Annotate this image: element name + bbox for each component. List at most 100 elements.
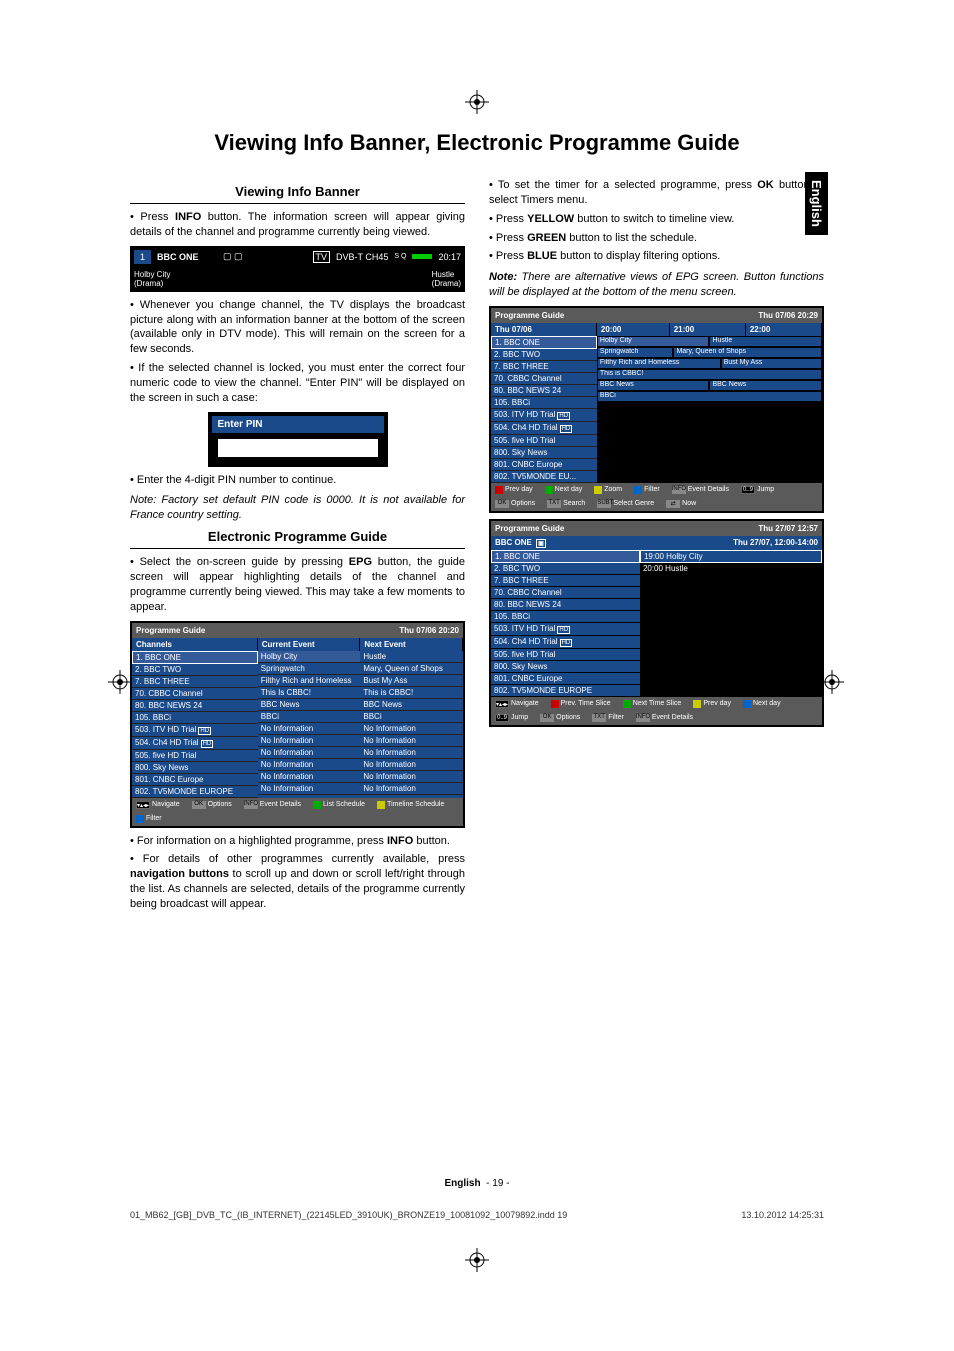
epg2-timeline-row [597,413,822,424]
epg1-current-cell: Holby City [258,651,361,663]
epg1-current-cell: This Is CBBC! [258,687,361,699]
epg3-row: 70. CBBC Channel [491,587,822,599]
epg2-timeline-row: This is CBBC! [597,369,822,380]
epg3-row: 505. five HD Trial [491,649,822,661]
epg2-timeline-row [597,435,822,446]
epg1-footer: ▾▴◂▸Navigate OKOptions INFOEvent Details… [132,798,463,826]
epg3-top-range: Thu 27/07, 12:00-14:00 [733,538,818,548]
banner-time: 20:17 [438,252,461,262]
note-alternative-views: Note: There are alternative views of EPG… [489,270,824,300]
epg1-current-cell: Filthy Rich and Homeless [258,675,361,687]
epg2-timeline-row: BBC NewsBBC News [597,380,822,391]
epg1-next-cell: No Information [360,723,463,735]
epg-schedule-view: Programme Guide Thu 27/07 12:57 BBC ONE … [489,519,824,727]
epg2-timeline-cell: Mary, Queen of Shops [673,347,822,358]
epg2-timeline-cell: BBCi [597,391,822,402]
epg-list-view: Programme Guide Thu 07/06 20:20 Channels… [130,621,465,828]
para-change-channel: Whenever you change channel, the TV disp… [130,298,465,357]
banner-signal: DVB-T CH45 [336,252,388,262]
epg1-col-next: Next Event [360,638,463,651]
banner-tv-icon: TV [313,251,331,263]
banner-sq: S Q [394,253,406,260]
para-nav-buttons: For details of other programmes currentl… [130,852,465,911]
epg1-channel-row: 105. BBCi [132,712,258,724]
epg-timeline-view: Programme Guide Thu 07/06 20:29 Thu 07/0… [489,306,824,513]
para-info-button: Press INFO button. The information scree… [130,210,465,240]
epg2-title: Programme Guide [495,311,564,320]
epg1-next-cell: Bust My Ass [360,675,463,687]
epg2-channel-row: 801. CNBC Europe [491,459,597,471]
para-yellow: Press YELLOW button to switch to timelin… [489,212,824,227]
epg1-col-channels: Channels [132,638,258,651]
epg3-top-channel: BBC ONE ▣ [495,538,546,548]
registration-mark-bottom [465,1248,489,1272]
epg1-channel-row: 70. CBBC Channel [132,688,258,700]
epg3-row: 2. BBC TWO20:00 Hustle [491,563,822,575]
epg2-timeline-cell: Bust My Ass [721,358,822,369]
epg2-timeline-row: Filthy Rich and HomelessBust My Ass [597,358,822,369]
pin-title: Enter PIN [212,416,384,433]
epg1-current-cell: Springwatch [258,663,361,675]
epg1-current-cell: No Information [258,723,361,735]
registration-mark-top [465,90,489,114]
epg2-channel-row: 1. BBC ONE [491,336,597,349]
epg1-current-cell: BBCi [258,711,361,723]
epg1-current-cell: No Information [258,735,361,747]
epg1-channel-row: 503. ITV HD TrialHD [132,724,258,737]
epg2-channel-row: 2. BBC TWO [491,349,597,361]
epg3-row: 801. CNBC Europe [491,673,822,685]
epg2-channel-row: 503. ITV HD TrialHD [491,409,597,422]
page-footer: English - 19 - [130,1178,824,1189]
enter-pin-graphic: Enter PIN [208,412,388,467]
epg3-title: Programme Guide [495,524,564,533]
epg1-current-cell: No Information [258,759,361,771]
epg3-row: 504. Ch4 HD TrialHD [491,636,822,649]
banner-now-genre: (Drama) [134,279,170,288]
epg2-timeline-row [597,424,822,435]
epg3-row: 800. Sky News [491,661,822,673]
epg2-channel-row: 70. CBBC Channel [491,373,597,385]
signal-bar [412,254,432,259]
epg2-timeline-row [597,402,822,413]
epg3-row: 80. BBC NEWS 24 [491,599,822,611]
epg1-channel-row: 800. Sky News [132,762,258,774]
epg1-next-cell: No Information [360,747,463,759]
epg3-row: 503. ITV HD TrialHD [491,623,822,636]
epg1-col-current: Current Event [258,638,361,651]
left-column: Viewing Info Banner Press INFO button. T… [130,178,465,916]
epg1-current-cell: No Information [258,771,361,783]
pin-field [218,439,378,457]
epg2-date: Thu 07/06 [491,323,597,336]
epg1-next-cell: No Information [360,759,463,771]
language-tab: English [805,172,828,235]
epg1-next-cell: Hustle [360,651,463,663]
epg2-timeline-cell: BBC News [709,380,822,391]
epg2-channel-row: 802. TV5MONDE EU... [491,471,597,483]
epg2-datetime: Thu 07/06 20:29 [758,311,818,320]
epg2-timeline-cell: Holby City [597,336,710,347]
print-footer: 01_MB62_[GB]_DVB_TC_(IB_INTERNET)_(22145… [130,1210,824,1220]
epg2-channel-row: 80. BBC NEWS 24 [491,385,597,397]
epg2-timeline-row: Holby CityHustle [597,336,822,347]
epg1-channel-row: 80. BBC NEWS 24 [132,700,258,712]
epg2-channel-row: 105. BBCi [491,397,597,409]
epg2-timeline-row: BBCi [597,391,822,402]
epg1-title: Programme Guide [136,626,205,635]
epg2-timeline-row [597,457,822,468]
registration-mark-left [108,670,132,694]
banner-icons: ▢ ▢ [223,251,307,262]
epg2-channel-row: 800. Sky News [491,447,597,459]
epg1-channel-row: 2. BBC TWO [132,664,258,676]
rule-2 [130,548,465,549]
epg3-footer: ▾▴◂▸Navigate Prev. Time Slice Next Time … [491,697,822,725]
banner-now-title: Holby City [134,270,170,279]
epg1-channel-row: 801. CNBC Europe [132,774,258,786]
epg2-channel-row: 505. five HD Trial [491,435,597,447]
epg1-next-cell: BBCi [360,711,463,723]
epg1-channel-row: 1. BBC ONE [132,651,258,664]
section-viewing-info-banner: Viewing Info Banner [130,184,465,199]
epg1-next-cell: No Information [360,771,463,783]
rule [130,203,465,204]
epg1-channel-row: 505. five HD Trial [132,750,258,762]
epg3-datetime: Thu 27/07 12:57 [758,524,818,533]
